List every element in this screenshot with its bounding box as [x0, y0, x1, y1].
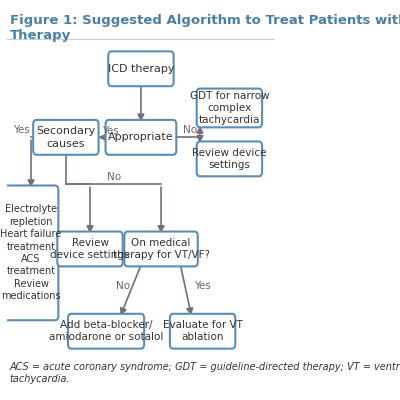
- Text: No: No: [107, 172, 121, 182]
- Text: Yes: Yes: [194, 281, 211, 291]
- Text: No: No: [116, 281, 130, 291]
- Text: Figure 1: Suggested Algorithm to Treat Patients with ICD
Therapy: Figure 1: Suggested Algorithm to Treat P…: [10, 14, 400, 42]
- Text: Yes: Yes: [13, 125, 30, 135]
- FancyBboxPatch shape: [124, 232, 198, 266]
- FancyBboxPatch shape: [106, 120, 176, 155]
- Text: On medical
therapy for VT/VF?: On medical therapy for VT/VF?: [112, 238, 210, 260]
- Text: No: No: [184, 125, 198, 135]
- FancyBboxPatch shape: [197, 142, 262, 176]
- Text: Appropriate: Appropriate: [108, 132, 174, 142]
- Text: GDT for narrow
complex
tachycardia: GDT for narrow complex tachycardia: [190, 90, 269, 125]
- FancyBboxPatch shape: [57, 232, 123, 266]
- Text: Review device
settings: Review device settings: [192, 148, 267, 170]
- Text: Add beta-blocker/
amiodarone or sotalol: Add beta-blocker/ amiodarone or sotalol: [49, 320, 163, 342]
- FancyBboxPatch shape: [197, 88, 262, 127]
- Text: Review
device settings: Review device settings: [50, 238, 130, 260]
- FancyBboxPatch shape: [108, 51, 174, 86]
- Text: Evaluate for VT
ablation: Evaluate for VT ablation: [163, 320, 242, 342]
- FancyBboxPatch shape: [68, 314, 144, 349]
- Text: Yes: Yes: [102, 126, 118, 136]
- FancyBboxPatch shape: [4, 186, 58, 320]
- Text: Secondary
causes: Secondary causes: [36, 126, 96, 148]
- Text: ICD therapy: ICD therapy: [108, 64, 174, 74]
- FancyBboxPatch shape: [170, 314, 235, 349]
- FancyBboxPatch shape: [33, 120, 98, 155]
- Text: Electrolyte
repletion
Heart failure
treatment
ACS
treatment
Review
medications: Electrolyte repletion Heart failure trea…: [0, 204, 62, 301]
- Text: ACS = acute coronary syndrome; GDT = guideline-directed therapy; VT = ventricula: ACS = acute coronary syndrome; GDT = gui…: [10, 362, 400, 384]
